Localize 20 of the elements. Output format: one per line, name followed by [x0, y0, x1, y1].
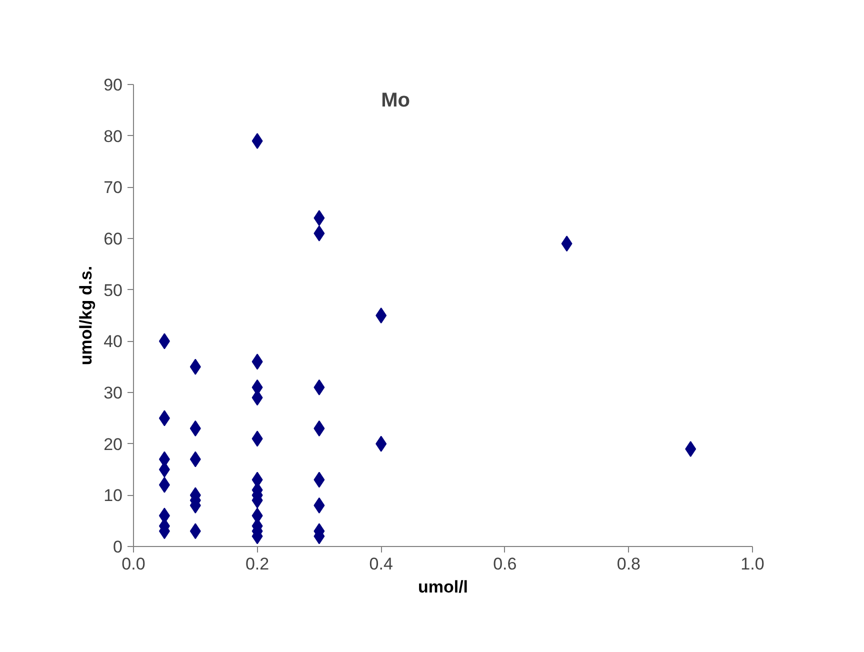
x-tick-label: 0.0: [122, 554, 146, 574]
y-axis-title: umol/kg d.s.: [76, 266, 96, 366]
y-tick-label: 0: [113, 538, 123, 556]
x-tick-label: 1.0: [740, 554, 764, 574]
x-tick-label: 0.4: [369, 554, 393, 574]
x-tick-label: 0.8: [616, 554, 641, 574]
y-tick-label: 60: [104, 230, 123, 248]
x-tick-label: 0.6: [493, 554, 517, 574]
y-tick-label: 50: [104, 280, 123, 300]
y-tick-label: 90: [104, 76, 123, 94]
x-axis-title: umol/l: [418, 578, 468, 596]
y-tick-label: 70: [104, 178, 123, 198]
y-tick-label: 20: [104, 434, 123, 454]
chart-title: Mo: [381, 90, 410, 112]
y-tick-label: 40: [104, 332, 123, 352]
x-tick-label: 0.2: [245, 554, 270, 574]
y-tick-label: 80: [104, 126, 123, 146]
y-tick-label: 30: [104, 384, 123, 402]
y-tick-label: 10: [104, 486, 123, 506]
point: [376, 308, 387, 324]
